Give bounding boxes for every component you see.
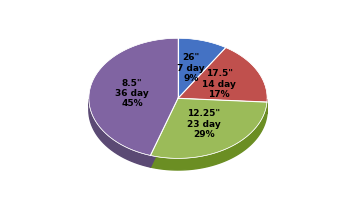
Polygon shape	[178, 48, 267, 102]
Polygon shape	[178, 38, 226, 98]
Polygon shape	[89, 99, 151, 167]
Text: 17.5"
14 day
17%: 17.5" 14 day 17%	[202, 69, 236, 99]
Text: 8.5"
36 day
45%: 8.5" 36 day 45%	[115, 79, 149, 108]
Polygon shape	[151, 98, 267, 158]
Text: 26"
7 day
9%: 26" 7 day 9%	[177, 53, 205, 83]
Text: 12.25"
23 day
29%: 12.25" 23 day 29%	[187, 109, 221, 139]
Polygon shape	[151, 98, 178, 167]
Polygon shape	[89, 38, 178, 156]
Polygon shape	[151, 102, 267, 170]
Polygon shape	[151, 98, 178, 167]
Polygon shape	[178, 98, 267, 114]
Polygon shape	[178, 98, 267, 114]
